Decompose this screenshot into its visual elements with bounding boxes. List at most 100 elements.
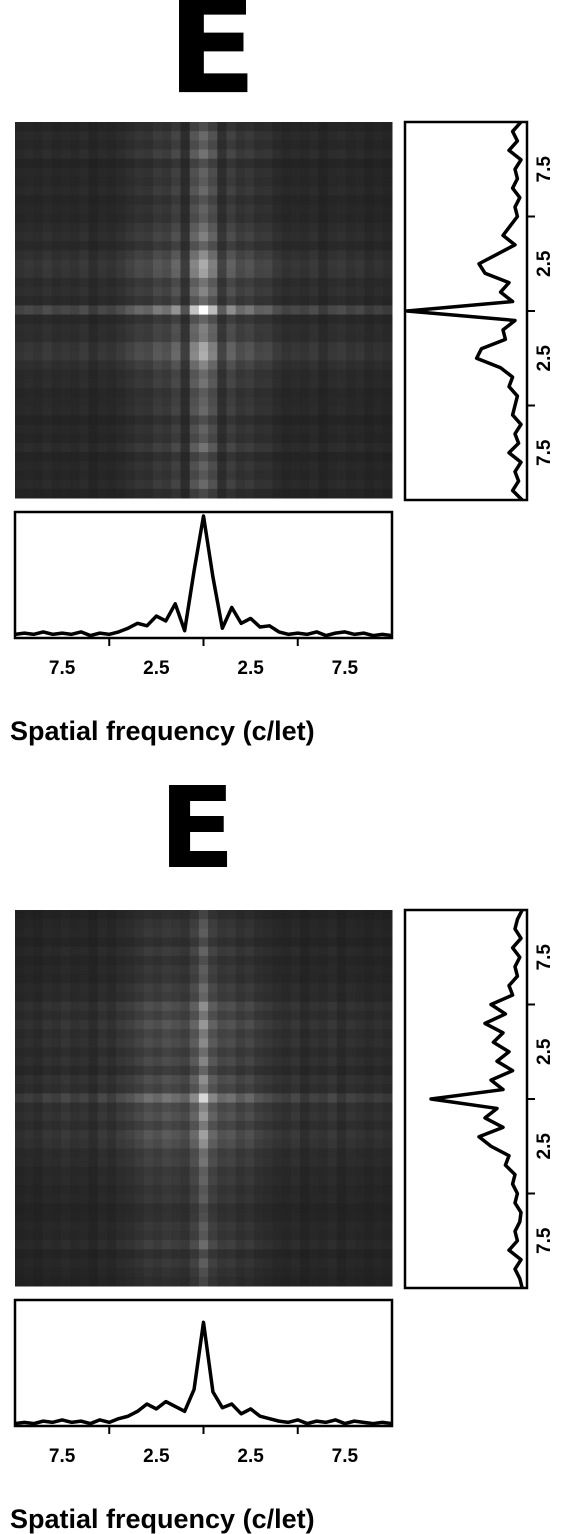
spectrum-cell [208,415,218,425]
spectrum-cell [236,1066,246,1076]
spectrum-cell [43,1130,53,1140]
spectrum-cell [272,1103,282,1113]
spectrum-cell [199,205,209,215]
spectrum-cell [24,131,34,141]
spectrum-cell [217,974,227,984]
spectrum-cell [15,360,25,370]
spectrum-cell [337,1084,347,1094]
spectrum-cell [181,333,191,343]
spectrum-cell [190,480,200,490]
spectrum-cell [144,1093,154,1103]
spectrum-cell [318,1139,328,1149]
spectrum-cell [328,1121,338,1131]
spectrum-cell [199,1231,209,1241]
spectrum-cell [98,434,108,444]
spectrum-cell [52,140,62,150]
spectrum-cell [236,278,246,288]
spectrum-cell [245,1130,255,1140]
spectrum-cell [337,965,347,975]
spectrum-cell [24,195,34,205]
spectrum-cell [33,342,43,352]
spectrum-cell [24,1222,34,1232]
spectrum-cell [364,324,374,334]
spectrum-cell [199,1057,209,1067]
spectrum-cell [282,1240,292,1250]
spectrum-cell [208,434,218,444]
spectrum-cell [346,1258,356,1268]
spectrum-cell [226,1002,236,1012]
spectrum-cell [43,1213,53,1223]
spectrum-cell [226,241,236,251]
spectrum-cell [254,1048,264,1058]
spectrum-cell [364,1203,374,1213]
spectrum-cell [52,122,62,132]
spectrum-cell [383,205,393,215]
spectrum-cell [346,287,356,297]
spectrum-cell [171,965,181,975]
spectrum-cell [226,260,236,270]
spectrum-cell [217,122,227,132]
spectrum-cell [181,1084,191,1094]
spectrum-cell [337,1112,347,1122]
spectrum-cell [33,993,43,1003]
spectrum-cell [52,1268,62,1278]
spectrum-cell [107,1103,117,1113]
spectrum-cell [199,379,209,389]
spectrum-cell [328,425,338,435]
spectrum-cell [98,397,108,407]
spectrum-cell [52,1048,62,1058]
spectrum-cell [337,1213,347,1223]
spectrum-cell [33,1121,43,1131]
spectrum-cell [199,1268,209,1278]
spectrum-cell [383,1167,393,1177]
spectrum-cell [125,480,135,490]
spectrum-cell [116,140,126,150]
spectrum-cell [171,928,181,938]
spectrum-cell [236,205,246,215]
spectrum-cell [346,938,356,948]
spectrum-cell [33,947,43,957]
spectrum-cell [263,397,273,407]
spectrum-cell [282,388,292,398]
spectrum-cell [282,205,292,215]
spectrum-cell [61,1203,71,1213]
spectrum-cell [291,938,301,948]
spectrum-cell [171,186,181,196]
spectrum-cell [125,168,135,178]
spectrum-cell [199,452,209,462]
spectrum-cell [98,333,108,343]
y-tick-label: 7.5 [534,156,555,183]
spectrum-cell [383,370,393,380]
spectrum-cell [300,938,310,948]
spectrum-cell [52,1185,62,1195]
spectrum-cell [245,296,255,306]
spectrum-cell [144,131,154,141]
spectrum-cell [125,1158,135,1168]
spectrum-cell [254,425,264,435]
spectrum-cell [217,1130,227,1140]
spectrum-cell [374,1268,384,1278]
spectrum-cell [318,938,328,948]
spectrum-cell [33,1075,43,1085]
spectrum-cell [282,1002,292,1012]
spectrum-cell [116,241,126,251]
spectrum-cell [263,1167,273,1177]
spectrum-cell [61,928,71,938]
spectrum-cell [70,122,80,132]
spectrum-cell [144,910,154,920]
x-tick-label: 7.5 [49,658,76,679]
spectrum-cell [236,489,246,499]
profile-frame [15,512,392,638]
spectrum-cell [15,1103,25,1113]
spectrum-cell [254,1167,264,1177]
spectrum-cell [291,315,301,325]
spectrum-cell [208,195,218,205]
spectrum-cell [300,1249,310,1259]
spectrum-cell [291,287,301,297]
spectrum-cell [300,278,310,288]
spectrum-cell [98,983,108,993]
spectrum-cell [272,1121,282,1131]
spectrum-cell [318,1103,328,1113]
spectrum-cell [61,489,71,499]
spectrum-cell [217,406,227,416]
